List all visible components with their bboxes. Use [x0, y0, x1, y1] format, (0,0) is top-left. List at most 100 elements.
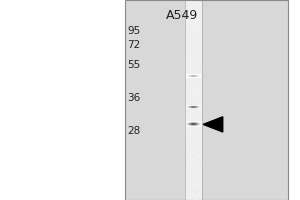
Bar: [197, 57, 198, 58]
Bar: [198, 178, 199, 180]
Bar: [185, 39, 186, 41]
Bar: [188, 79, 189, 80]
Bar: [194, 72, 195, 73]
Bar: [190, 66, 191, 67]
Bar: [193, 56, 194, 58]
Bar: [201, 150, 202, 151]
Bar: [197, 72, 198, 74]
Bar: [199, 27, 200, 29]
Bar: [201, 98, 202, 100]
Bar: [189, 87, 190, 89]
Bar: [185, 143, 186, 144]
Bar: [196, 191, 197, 193]
Bar: [187, 170, 188, 171]
Bar: [199, 68, 200, 69]
Bar: [200, 81, 201, 83]
Bar: [190, 80, 191, 82]
Bar: [200, 165, 201, 167]
Bar: [191, 136, 192, 137]
Text: 36: 36: [128, 93, 141, 103]
Text: A549: A549: [166, 9, 198, 22]
Bar: [200, 64, 201, 66]
Bar: [185, 161, 186, 162]
Bar: [196, 174, 197, 176]
Bar: [198, 171, 199, 173]
Bar: [199, 100, 200, 101]
Bar: [197, 109, 198, 110]
Bar: [198, 9, 199, 11]
Text: 72: 72: [128, 40, 141, 50]
Bar: [188, 193, 189, 195]
Bar: [185, 41, 186, 43]
Bar: [194, 138, 195, 139]
Bar: [189, 125, 190, 126]
Bar: [194, 119, 195, 121]
Bar: [195, 187, 196, 189]
Bar: [193, 133, 194, 134]
Bar: [187, 53, 188, 55]
Bar: [201, 116, 202, 118]
Bar: [195, 179, 196, 181]
Bar: [188, 180, 189, 182]
Bar: [187, 18, 188, 19]
Bar: [191, 120, 192, 121]
Bar: [199, 139, 200, 141]
Bar: [124, 0, 288, 200]
Bar: [193, 145, 194, 147]
Bar: [199, 136, 200, 138]
Bar: [191, 32, 192, 34]
Bar: [198, 136, 199, 138]
Bar: [191, 189, 192, 190]
Bar: [192, 105, 193, 106]
Bar: [191, 96, 192, 97]
Bar: [196, 104, 197, 106]
Bar: [189, 15, 190, 16]
Bar: [192, 5, 193, 7]
Bar: [191, 180, 192, 181]
Bar: [185, 195, 186, 197]
Bar: [201, 1, 202, 3]
Bar: [193, 153, 194, 155]
Bar: [193, 62, 194, 63]
Bar: [194, 40, 195, 42]
Bar: [197, 158, 198, 160]
Bar: [185, 0, 202, 200]
Bar: [192, 171, 193, 173]
Bar: [198, 159, 199, 160]
Bar: [199, 72, 200, 74]
Bar: [198, 195, 199, 196]
Bar: [195, 164, 196, 166]
Bar: [191, 181, 192, 182]
Bar: [193, 52, 194, 53]
Bar: [196, 56, 197, 57]
Bar: [201, 175, 202, 176]
Bar: [195, 1, 196, 3]
Bar: [198, 182, 199, 183]
Text: 95: 95: [128, 26, 141, 36]
Bar: [190, 97, 191, 99]
Bar: [186, 80, 187, 81]
Bar: [199, 18, 200, 19]
Bar: [201, 163, 202, 164]
Bar: [186, 151, 187, 153]
Bar: [186, 168, 187, 169]
Bar: [188, 136, 189, 138]
Bar: [196, 7, 197, 9]
Bar: [190, 191, 191, 193]
Bar: [201, 48, 202, 50]
Bar: [186, 125, 187, 127]
Bar: [194, 42, 195, 43]
Bar: [190, 20, 191, 22]
Bar: [192, 36, 193, 37]
Bar: [200, 46, 201, 47]
Bar: [190, 50, 191, 51]
Bar: [199, 190, 200, 191]
Bar: [189, 149, 190, 150]
Bar: [187, 121, 188, 123]
Bar: [198, 176, 199, 178]
Bar: [194, 177, 195, 178]
Bar: [187, 190, 188, 192]
Text: 55: 55: [128, 60, 141, 70]
Bar: [191, 7, 192, 8]
Bar: [198, 28, 199, 30]
